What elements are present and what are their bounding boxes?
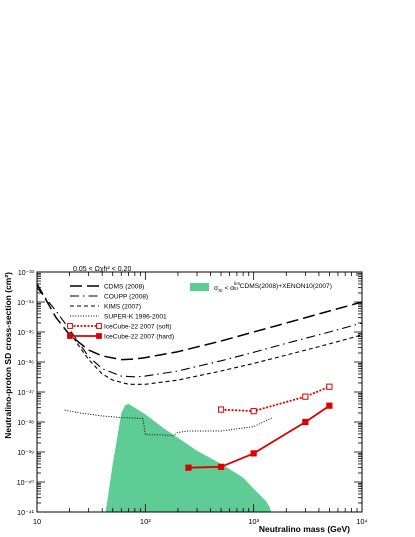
y-axis-label: Neutralino-proton SD cross-section (cm²) [3, 272, 13, 439]
legend-swatch-region [190, 283, 209, 291]
tick-layer: 10 10² 10³ 10⁴ 10⁻⁴¹ 10⁻⁴⁰ 10⁻³⁹ 10⁻³⁸ 10⁻³⁷ 10⁻³… [17, 270, 368, 526]
series-line-1 [36, 287, 363, 378]
x-axis-label: Neutralino mass (GeV) [259, 524, 350, 534]
legend-marker [67, 323, 73, 329]
legend-label-5: IceCube-22 2007 (hard) [104, 334, 174, 341]
series-line-2 [69, 331, 363, 385]
region-label-part: < σ [223, 285, 235, 292]
legend-label-region: σSI < σlim SI CDMS(2008)+XENON10(2007) [214, 281, 332, 294]
legend-label-3: SUPER-K 1996-2001 [104, 314, 167, 321]
data-point-marker [302, 418, 309, 426]
x-tick-label: 10 [33, 517, 41, 526]
x-tick-label: 10⁴ [356, 517, 368, 526]
y-tick-label: 10⁻³⁵ [17, 330, 34, 337]
x-tick-label: 10³ [248, 517, 259, 526]
y-tick-label: 10⁻³⁹ [17, 450, 34, 457]
data-point-marker [250, 450, 257, 457]
series-line-0 [36, 283, 363, 361]
y-tick-label: 10⁻⁴¹ [17, 510, 34, 517]
data-point-marker [217, 463, 225, 470]
legend-marker [67, 333, 73, 339]
data-point-marker [326, 402, 333, 409]
series-line-4 [221, 385, 330, 413]
region-label-part: CDMS(2008)+XENON10(2007) [238, 283, 332, 290]
x-tick-label: 10² [140, 517, 151, 526]
y-tick-label: 10⁻³⁸ [17, 420, 34, 427]
legend-label-0: CDMS (2008) [104, 284, 144, 291]
legend: CDMS (2008) COUPP (2008) KIMS (2007) SUPER-… [67, 281, 332, 341]
legend-marker [96, 323, 102, 329]
region-label-part: lim [234, 281, 240, 287]
data-point-marker [326, 383, 333, 390]
legend-label-4: IceCube-22 2007 (soft) [104, 324, 171, 331]
y-tick-label: 10⁻³³ [18, 270, 35, 277]
y-tick-label: 10⁻³⁴ [17, 300, 34, 307]
filled-region-layer [105, 403, 272, 512]
y-tick-label: 10⁻³⁷ [18, 390, 35, 397]
data-point-marker [217, 406, 225, 413]
region-label-part: SI [233, 286, 238, 292]
excluded-region-fill [105, 403, 272, 512]
y-tick-label: 10⁻³⁶ [17, 360, 34, 367]
data-point-marker [302, 393, 309, 400]
data-point-marker [185, 464, 192, 471]
series-line-3 [64, 409, 273, 437]
region-label-part: SI [218, 288, 223, 294]
legend-marker [96, 333, 102, 339]
data-point-marker [250, 408, 257, 415]
series-layer [36, 283, 363, 471]
y-tick-label: 10⁻⁴⁰ [17, 479, 34, 487]
region-label-part: σ [214, 285, 218, 292]
legend-label-2: KIMS (2007) [104, 304, 141, 311]
relic-density-annotation: 0.05 < Ωχh² < 0.20 [73, 266, 131, 273]
legend-label-1: COUPP (2008) [104, 294, 148, 301]
